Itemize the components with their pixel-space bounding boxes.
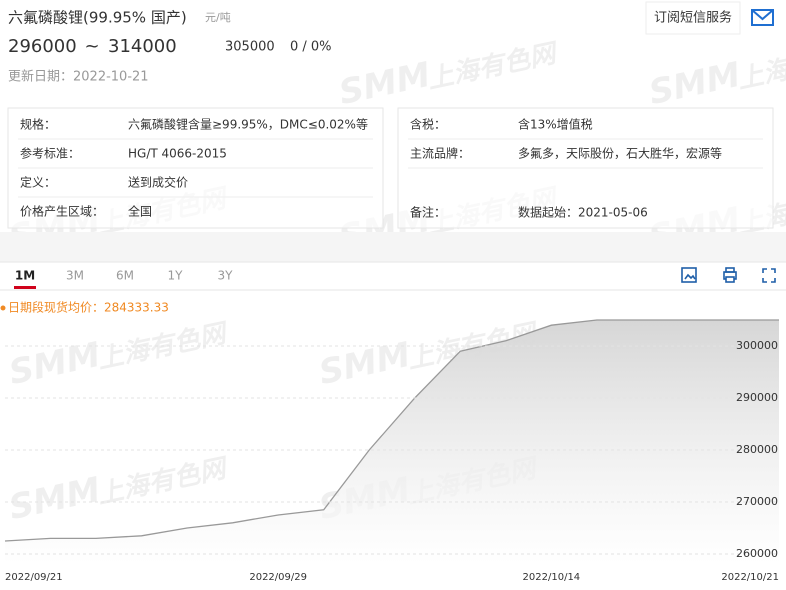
price-low: 296000 <box>8 36 77 57</box>
price-change: 0 / 0% <box>290 40 332 55</box>
x-tick-label: 2022/10/21 <box>721 572 779 583</box>
fullscreen-icon[interactable] <box>762 268 776 283</box>
line <box>4 319 779 542</box>
subscribe-label: 订阅短信服务 <box>654 10 732 26</box>
chart: 日期段现货均价：284333.33 260000 270000 280000 29000… <box>0 300 779 583</box>
watermark-text: 上海有色网 <box>735 38 786 95</box>
x-tick-label: 2022/09/29 <box>249 572 307 583</box>
separator-band <box>0 232 786 262</box>
print-icon[interactable] <box>723 267 737 283</box>
y-tick-label: 280000 <box>736 443 778 456</box>
legend-marker <box>0 305 6 311</box>
unit: 元/吨 <box>205 11 231 24</box>
range-tab[interactable]: 6M <box>116 269 134 283</box>
active-tab-underline <box>14 286 36 289</box>
watermark-text: 上海有色网 <box>95 318 232 375</box>
y-tick-label: 260000 <box>736 547 778 560</box>
x-tick-label: 2022/09/21 <box>5 572 63 583</box>
watermark-logo: SMM <box>646 55 745 113</box>
info-value: 送到成交价 <box>128 175 188 190</box>
x-tick-label: 2022/10/14 <box>523 572 581 583</box>
subscribe-button[interactable] <box>645 1 741 35</box>
price-separator: ~ <box>84 36 99 57</box>
info-value: HG/T 4066-2015 <box>128 147 227 161</box>
mail-icon[interactable] <box>751 9 774 26</box>
info-value: 数据起始：2021-05-06 <box>518 205 648 220</box>
legend-label: 日期段现货均价：284333.33 <box>8 300 169 315</box>
info-value: 全国 <box>128 204 152 219</box>
watermark-logo: SMM <box>6 335 105 393</box>
update-date: 更新日期：2022-10-21 <box>8 69 149 85</box>
y-tick-label: 270000 <box>736 495 778 508</box>
price-high: 314000 <box>108 36 177 57</box>
y-tick-label: 300000 <box>736 339 778 352</box>
watermark-logo: SMM <box>316 335 415 393</box>
info-value: 多氟多，天际股份，石大胜华，宏源等 <box>518 146 722 161</box>
info-label: 备注： <box>410 205 446 220</box>
watermark-logo: SMM <box>336 55 435 113</box>
info-value: 六氟磷酸锂含量≥99.95%，DMC≤0.02%等 <box>128 117 368 132</box>
info-label: 规格： <box>20 117 56 132</box>
download-icon[interactable] <box>681 267 697 283</box>
info-label: 价格产生区域： <box>20 204 104 219</box>
product-title: 六氟磷酸锂(99.95% 国产) <box>8 9 187 27</box>
range-tab[interactable]: 1M <box>15 269 35 283</box>
info-label: 主流品牌： <box>410 147 470 161</box>
watermark-text: 上海有色网 <box>425 38 562 95</box>
info-value: 含13%增值税 <box>518 117 593 132</box>
range-tab[interactable]: 1Y <box>168 269 184 283</box>
range-tab[interactable]: 3Y <box>218 269 234 283</box>
info-label: 定义： <box>20 175 56 190</box>
info-label: 参考标准： <box>20 146 80 161</box>
y-tick-label: 290000 <box>736 391 778 404</box>
price-mid: 305000 <box>225 40 275 55</box>
info-label: 含税： <box>410 117 446 132</box>
watermark-logo: SMM <box>6 470 105 528</box>
area-fill <box>5 320 779 565</box>
range-tab[interactable]: 3M <box>66 269 84 283</box>
